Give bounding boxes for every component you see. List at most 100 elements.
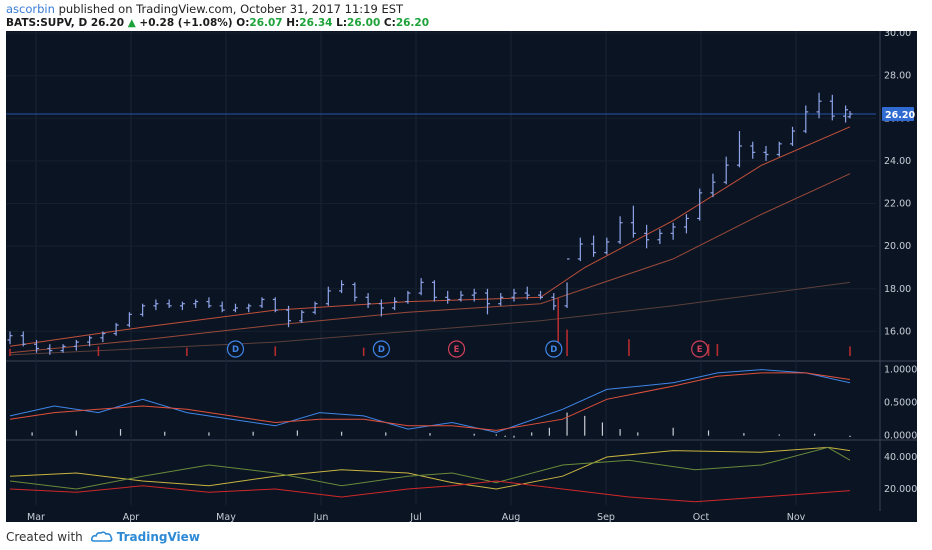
ohlc-bar [683, 214, 689, 234]
dmi-line [9, 446, 851, 490]
ohlc-bar [604, 237, 610, 255]
last-price-tag [882, 107, 914, 121]
oscillator-histogram-bar [208, 432, 210, 436]
oscillator-histogram-bar [504, 435, 506, 438]
volume-bar [716, 344, 719, 356]
oscillator-histogram-bar [385, 432, 387, 436]
oscillator-histogram-bar [584, 415, 586, 436]
x-tick-label: Jun [313, 512, 329, 522]
event-marker-label: D [378, 345, 385, 355]
price-tick-label: 24.00 [884, 156, 911, 167]
volume-bar [9, 348, 11, 356]
ohlc-bar [272, 297, 278, 313]
chart-svg[interactable]: Mar Apr May Jun Jul Aug Sep Oct Nov 16.00 18.00 20.… [6, 31, 917, 522]
x-tick-label: Oct [693, 512, 710, 522]
price-tick-label: 16.00 [884, 326, 911, 337]
oscillator-histogram-bar [601, 422, 604, 436]
ohlc-bar [286, 305, 292, 328]
oscillator-histogram-bar [296, 430, 298, 436]
event-marker-label: D [232, 345, 239, 355]
ohlc-bar [776, 141, 782, 157]
oscillator-histogram-bar [119, 429, 122, 436]
ohlc-bar [206, 297, 212, 308]
price-tick-label: 18.00 [884, 284, 911, 295]
ohlc-bar [113, 322, 119, 336]
volume-bar [97, 346, 100, 356]
volume-bar [707, 344, 710, 356]
ohlc-bar [710, 173, 716, 198]
oscillator-histogram-bar [513, 435, 515, 438]
ohlc-bar [829, 94, 835, 121]
chart-area[interactable]: Mar Apr May Jun Jul Aug Sep Oct Nov 16.00 18.00 20.… [6, 31, 917, 522]
ohlc-bar [445, 290, 451, 304]
ohlc-bar [847, 111, 853, 119]
author-link[interactable]: ascorbin [6, 2, 55, 16]
volume-bar [362, 347, 365, 356]
ohlc-bar [723, 156, 729, 185]
tradingview-brand: TradingView [116, 530, 200, 544]
dmi-tick-label: 40.0000 [884, 452, 917, 463]
high-label: H: [286, 17, 300, 29]
ohlc-bar [750, 141, 756, 159]
oscillator-line [9, 369, 851, 433]
ohlc-bar [34, 339, 40, 353]
ohlc-bar [484, 288, 490, 315]
ohlc-bar [617, 216, 623, 245]
created-with-text: Created with [6, 530, 83, 544]
moving-average-line [9, 173, 851, 354]
event-marker-circle [691, 340, 709, 358]
ohlc-bar [259, 297, 265, 308]
ohlc-bar [670, 222, 676, 240]
ohlc-bar [697, 188, 703, 221]
ohlc-bar [365, 293, 371, 308]
dmi-tick-label: 20.0000 [884, 484, 917, 495]
ohlc-bar [790, 126, 796, 146]
low-value: 26.00 [347, 17, 381, 29]
ohlc-bar [591, 235, 597, 257]
ohlc-bar [73, 339, 79, 351]
oscillator-tick-label: 1.0000 [884, 365, 917, 376]
last-price-tag-label: 26.20 [885, 110, 915, 121]
ohlc-bar [20, 331, 26, 347]
event-marker: E [447, 340, 466, 358]
volume-bar [566, 329, 568, 356]
dmi-line [9, 446, 851, 490]
ohlc-bar [418, 278, 424, 296]
ohlc-bar [60, 344, 66, 353]
volume-bar [628, 339, 630, 356]
ohlc-bar [246, 303, 252, 313]
ohlc-bar [498, 293, 504, 306]
ohlc-bar [7, 331, 13, 345]
quote-line: BATS:SUPV, D 26.20 ▲ +0.28 (+1.08%) O:26… [6, 17, 429, 31]
volume-bar [186, 347, 188, 356]
oscillator-histogram-bar [473, 433, 475, 436]
ohlc-bar [803, 105, 809, 134]
event-marker-circle [372, 340, 390, 358]
ohlc-bar [299, 310, 305, 323]
open-label: O: [236, 17, 250, 29]
ohlc-bar [378, 299, 384, 317]
close-label: C: [383, 17, 396, 29]
ohlc-bar [763, 145, 769, 161]
oscillator-tick-label: 0.0000 [884, 431, 917, 442]
oscillator-histogram-bar [429, 433, 431, 436]
event-marker: D [372, 340, 390, 358]
price-tick-label: 22.00 [884, 199, 911, 210]
ohlc-bar [87, 335, 93, 347]
oscillator-histogram-bar [672, 427, 674, 436]
oscillator-histogram-bar [743, 433, 745, 436]
oscillator-histogram-bar [566, 412, 568, 436]
ohlc-bar [179, 301, 185, 311]
oscillator-histogram-bar [164, 431, 166, 436]
ohlc-bar [736, 131, 742, 168]
ohlc-bar [843, 105, 849, 123]
price-tick-label: 30.00 [884, 31, 911, 39]
ohlc-bar [232, 303, 238, 313]
tradingview-logo[interactable]: TradingView [90, 530, 200, 544]
ohlc-bar [392, 297, 398, 311]
oscillator-histogram-bar [340, 431, 343, 436]
oscillator-histogram-bar [252, 431, 254, 436]
ohlc-bar [153, 299, 159, 311]
ohlc-bar [47, 344, 53, 355]
